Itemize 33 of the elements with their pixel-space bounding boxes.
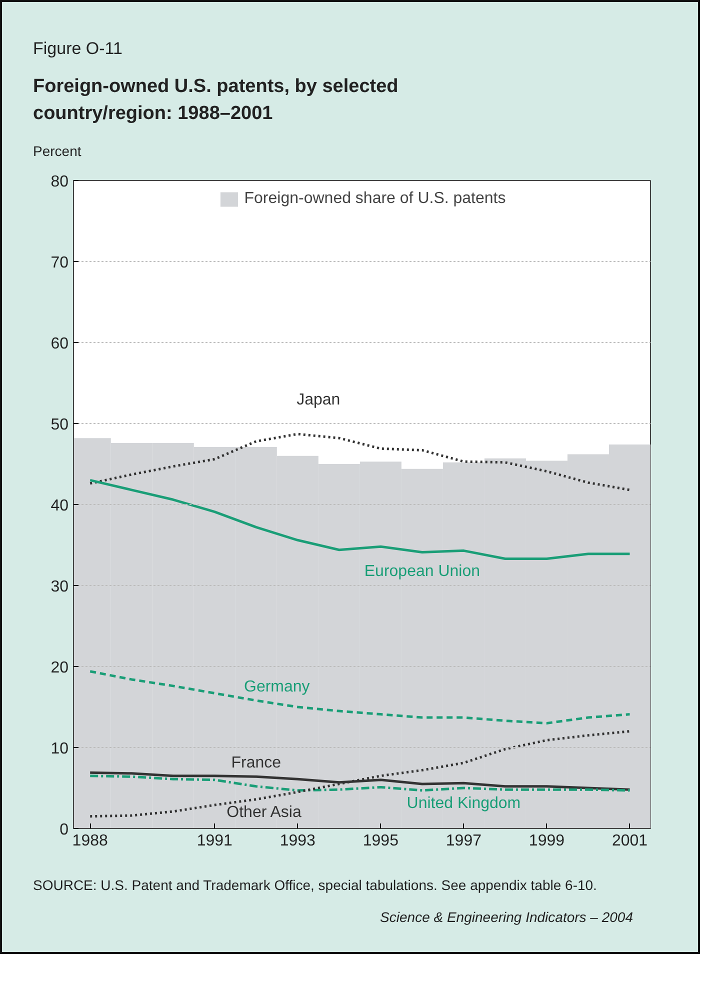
series-label: Japan	[296, 391, 340, 408]
series-label: Other Asia	[226, 803, 302, 820]
x-tick-label: 1993	[280, 832, 316, 850]
text: Figure O-11	[33, 38, 122, 60]
series-label: European Union	[364, 562, 480, 580]
source-note: SOURCE: U.S. Patent and Trademark Office, special tabulations. See appendix table 6-10.	[33, 876, 597, 895]
y-tick-label: 0	[60, 821, 69, 838]
line-series	[88, 670, 631, 724]
series-label: United Kingdom	[406, 794, 521, 812]
line-series	[88, 730, 631, 818]
x-tick-label: 1988	[72, 832, 108, 850]
line-series	[88, 478, 631, 560]
x-tick-label: 1999	[528, 832, 565, 850]
y-tick-label: 40	[50, 497, 69, 514]
y-tick-label: 60	[50, 335, 69, 352]
y-axis-title: Percent	[33, 142, 82, 161]
line-series	[88, 432, 631, 491]
legend-label: Foreign-owned share of U.S. patents	[244, 190, 506, 208]
series-label: France	[231, 754, 282, 771]
x-tick-label: 1991	[196, 832, 233, 850]
x-tick-label: 1997	[446, 832, 482, 850]
y-tick-label: 20	[50, 659, 69, 676]
y-tick-label: 70	[50, 254, 69, 272]
series-label: Germany	[244, 678, 310, 695]
y-tick-label: 10	[50, 740, 69, 758]
line-series	[88, 774, 631, 792]
y-tick-label: 30	[50, 578, 69, 596]
x-tick-label: 1995	[362, 832, 399, 850]
chart-title: Foreign-owned U.S. patents, by selected country/region: 1988–2001	[33, 75, 400, 126]
y-tick-label: 50	[50, 416, 69, 434]
y-tick-label: 80	[50, 173, 69, 190]
x-tick-label: 2001	[612, 832, 648, 850]
text: Science & Engineering Indicators – 2004	[380, 908, 633, 927]
